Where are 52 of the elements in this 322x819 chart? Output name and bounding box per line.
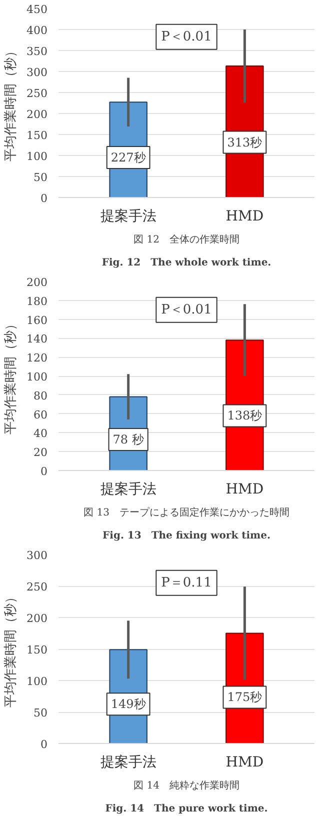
y-tick-label: 180	[26, 294, 48, 308]
y-tick-label: 50	[34, 171, 48, 184]
x-tick-label: HMD	[226, 754, 264, 770]
y-tick-label: 400	[26, 24, 48, 37]
annotation: P＝0.11	[161, 575, 212, 590]
y-tick-label: 200	[26, 276, 48, 289]
y-tick-label: 40	[34, 427, 48, 440]
data-label: 149秒	[110, 697, 146, 712]
data-label: 227秒	[110, 150, 146, 164]
y-tick-label: 250	[26, 87, 48, 100]
y-tick-label: 250	[26, 580, 48, 594]
caption: 図 14 純粋な作業時間	[134, 780, 240, 792]
x-tick-label: 提案手法	[100, 480, 156, 498]
data-label: 313秒	[227, 135, 262, 150]
y-tick-label: 60	[34, 408, 48, 422]
data-label: 78 秒	[112, 432, 144, 447]
y-tick-label: 50	[34, 706, 48, 720]
y-tick-label: 100	[26, 150, 48, 163]
y-tick-label: 140	[26, 332, 48, 346]
x-tick-label: 提案手法	[100, 754, 156, 770]
y-axis-title: 平均作業時間（秒）	[4, 318, 19, 434]
y-tick-label: 300	[26, 66, 48, 79]
x-tick-label: HMD	[226, 208, 264, 224]
y-tick-label: 200	[26, 108, 48, 121]
y-tick-label: 0	[40, 465, 48, 478]
caption: Fig. 12 The whole work time.	[102, 258, 272, 268]
y-axis-title: 平均作業時間（秒）	[4, 590, 19, 708]
y-tick-label: 200	[26, 612, 48, 625]
y-tick-label: 450	[26, 3, 48, 16]
caption: Fig. 14 The pure work time.	[105, 804, 268, 814]
y-tick-label: 100	[26, 675, 48, 688]
caption: Fig. 13 The fixing work time.	[102, 530, 270, 542]
y-axis-title: 平均作業時間（秒）	[4, 44, 19, 162]
caption: 図 12 全体の作業時間	[134, 234, 240, 246]
y-tick-label: 0	[40, 738, 48, 751]
x-tick-label: HMD	[226, 482, 264, 498]
y-tick-label: 300	[26, 549, 48, 562]
y-tick-label: 20	[34, 446, 48, 460]
y-tick-label: 150	[26, 129, 48, 142]
y-tick-label: 350	[26, 45, 48, 58]
caption: 図 13 テープによる固定作業にかかった時間	[84, 506, 290, 518]
y-tick-label: 120	[26, 352, 48, 365]
y-tick-label: 100	[26, 370, 48, 384]
annotation: P＜0.01	[161, 302, 212, 318]
y-tick-label: 150	[26, 644, 48, 656]
data-label: 175秒	[227, 690, 262, 704]
data-label: 138秒	[227, 408, 262, 423]
y-tick-label: 160	[26, 314, 48, 327]
y-tick-label: 0	[40, 192, 48, 205]
y-tick-label: 80	[34, 389, 48, 402]
annotation: P＜0.01	[161, 29, 212, 44]
x-tick-label: 提案手法	[100, 208, 156, 224]
